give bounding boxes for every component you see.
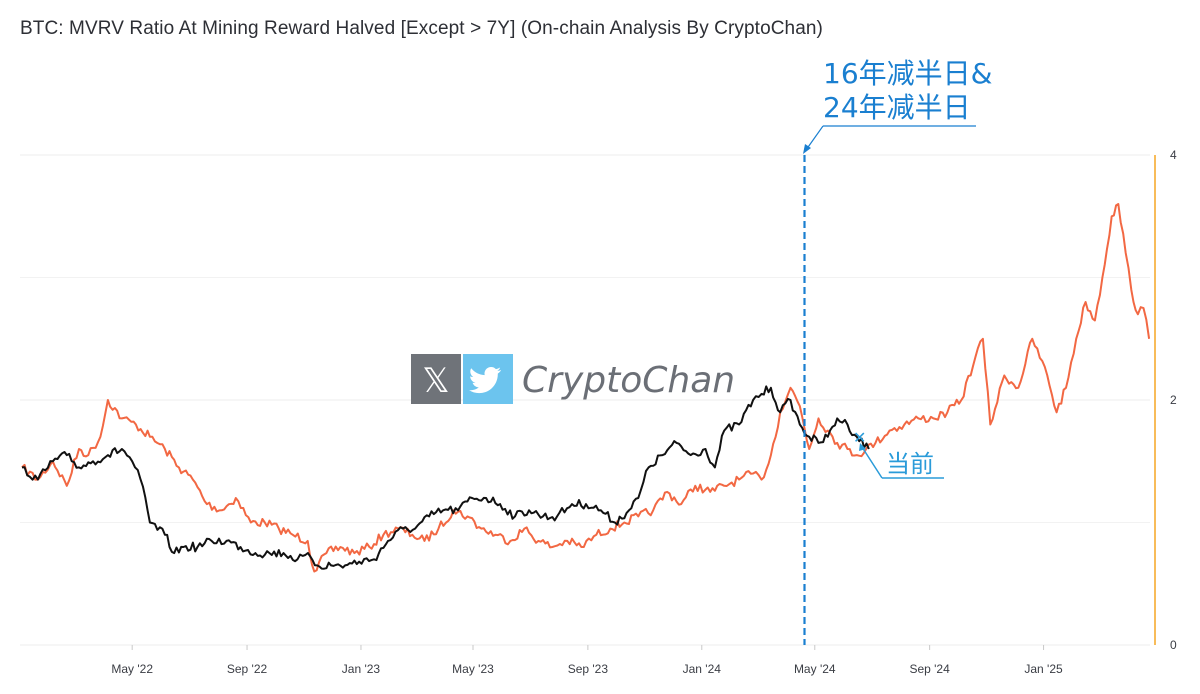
- current-arrow-head: [859, 443, 866, 451]
- x-tick-label: Sep '23: [568, 662, 609, 676]
- x-tick-label: Jan '23: [342, 662, 381, 676]
- x-logo-icon: [411, 354, 461, 404]
- current-leader: [861, 446, 883, 479]
- halving-arrow-head: [803, 144, 811, 154]
- current-annotation: ✕ 当前: [853, 428, 944, 479]
- x-tick-label: May '24: [794, 662, 836, 676]
- halving-annotation: 16年减半日& 24年减半日: [803, 57, 992, 645]
- x-tick-label: Sep '22: [227, 662, 268, 676]
- y-tick-label: 4: [1170, 148, 1177, 162]
- x-tick-label: Sep '24: [909, 662, 950, 676]
- halving-label-line2: 24年减半日: [823, 91, 971, 124]
- x-tick-label: Jan '24: [683, 662, 722, 676]
- x-logo-glyph: 𝕏: [422, 361, 449, 401]
- series-line-2: [21, 385, 870, 570]
- y-axis-right: 0 2 4: [1170, 148, 1177, 652]
- series-layer: [21, 203, 1151, 573]
- current-label: 当前: [886, 450, 934, 478]
- y-tick-label: 0: [1170, 638, 1177, 652]
- watermark-text: CryptoChan: [522, 360, 735, 401]
- x-tick-label: May '23: [452, 662, 494, 676]
- chart-title: BTC: MVRV Ratio At Mining Reward Halved …: [20, 18, 823, 39]
- halving-label-line1: 16年减半日&: [823, 57, 992, 90]
- x-tick-label: Jan '25: [1024, 662, 1063, 676]
- y-tick-label: 2: [1170, 393, 1177, 407]
- halving-label-leader: [805, 125, 824, 151]
- x-axis: May '22 Sep '22 Jan '23 May '23 Sep '23 Jan '…: [111, 645, 1063, 676]
- x-tick-label: May '22: [111, 662, 153, 676]
- watermark: 𝕏 CryptoChan: [411, 354, 735, 404]
- twitter-bird-glyph: [468, 367, 501, 394]
- series-line-1: [21, 203, 1151, 573]
- current-marker: ✕: [853, 428, 866, 447]
